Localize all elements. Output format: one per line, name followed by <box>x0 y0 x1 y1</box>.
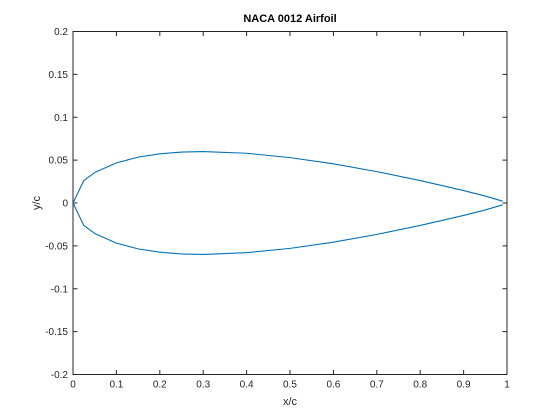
x-axis-label: x/c <box>283 396 298 408</box>
x-tick-label: 0.1 <box>109 380 123 391</box>
y-tick-label: 0.1 <box>54 113 68 124</box>
y-tick-label: 0.05 <box>49 156 69 167</box>
y-axis-ticks: -0.2 -0.15 -0.1 -0.05 0 0.05 0.1 0.15 0.2 <box>45 27 507 381</box>
y-tick-label: 0.15 <box>49 70 69 81</box>
x-tick-label: 0.4 <box>240 380 254 391</box>
x-tick-label: 0.5 <box>283 380 297 391</box>
x-tick-label: 0.6 <box>326 380 340 391</box>
axes-box <box>72 31 508 375</box>
y-axis-label: y/c <box>31 195 43 210</box>
chart-title: NACA 0012 Airfoil <box>243 13 336 25</box>
x-tick-label: 0.2 <box>153 380 167 391</box>
y-tick-label: -0.2 <box>51 370 69 381</box>
y-tick-label: 0.2 <box>54 27 68 38</box>
y-tick-label: -0.1 <box>51 284 69 295</box>
x-tick-label: 1 <box>504 380 510 391</box>
x-tick-label: 0 <box>70 380 76 391</box>
x-tick-label: 0.7 <box>370 380 384 391</box>
x-tick-label: 0.9 <box>457 380 471 391</box>
x-tick-label: 0.3 <box>196 380 210 391</box>
y-tick-label: -0.05 <box>45 241 68 252</box>
y-tick-label: -0.15 <box>45 327 68 338</box>
x-axis-ticks: 0 0.1 0.2 0.3 0.4 0.5 0.6 0.7 0.8 0.9 1 <box>70 31 510 391</box>
y-tick-label: 0 <box>62 199 68 210</box>
x-tick-label: 0.8 <box>413 380 427 391</box>
